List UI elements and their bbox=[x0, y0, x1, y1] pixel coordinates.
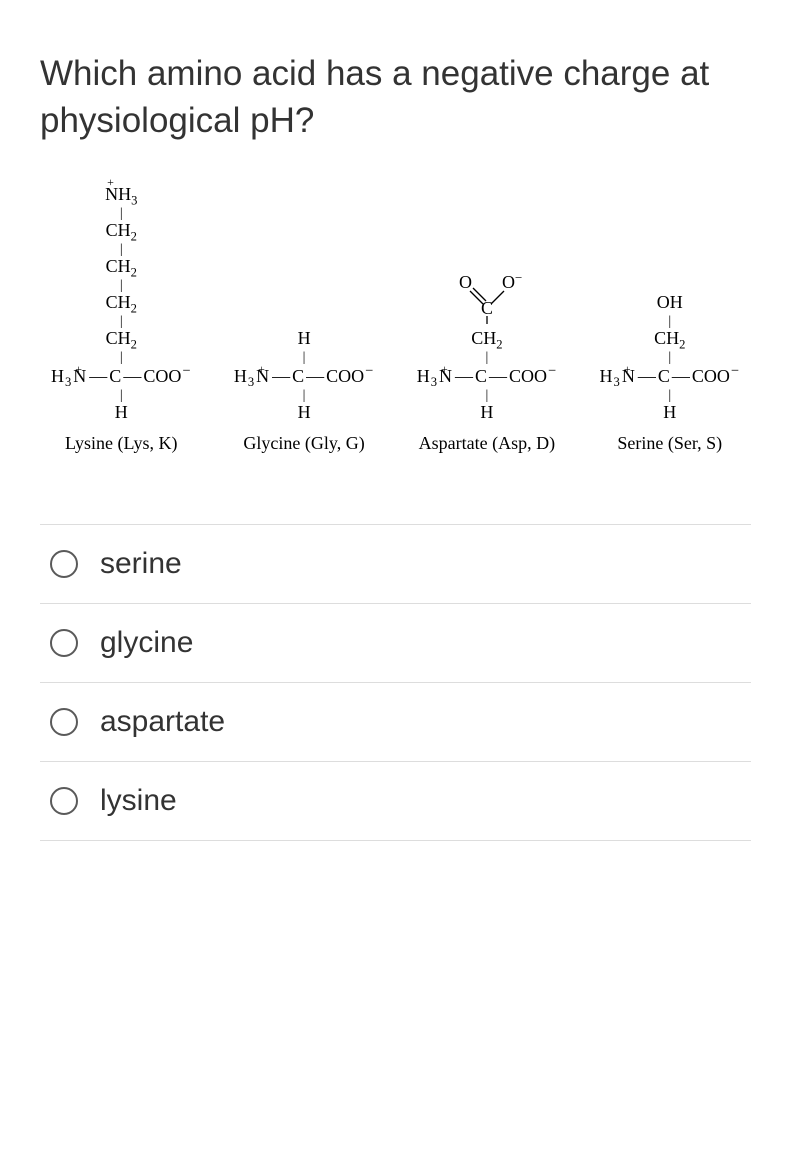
option-glycine[interactable]: glycine bbox=[40, 604, 751, 683]
options-list: serine glycine aspartate lysine bbox=[40, 524, 751, 841]
option-lysine[interactable]: lysine bbox=[40, 762, 751, 841]
glycine-below: | H bbox=[298, 389, 311, 425]
aspartate-below: | H bbox=[480, 389, 493, 425]
glycine-label: Glycine (Gly, G) bbox=[243, 433, 364, 454]
radio-icon bbox=[50, 787, 78, 815]
structure-aspartate: O O − C CH2 | H3+N—C—COO− | H Aspartate … bbox=[416, 274, 558, 454]
serine-sidechain: OH | CH2 | bbox=[654, 293, 685, 365]
aspartate-backbone: H3+N—C—COO− bbox=[416, 365, 558, 387]
question-text: Which amino acid has a negative charge a… bbox=[40, 50, 751, 145]
serine-label: Serine (Ser, S) bbox=[617, 433, 722, 454]
glycine-backbone: H3+N—C—COO− bbox=[233, 365, 375, 387]
glycine-sidechain: H | bbox=[298, 329, 311, 365]
lysine-below: | H bbox=[115, 389, 128, 425]
option-serine[interactable]: serine bbox=[40, 525, 751, 604]
serine-backbone: H3+N—C—COO− bbox=[599, 365, 741, 387]
lysine-label: Lysine (Lys, K) bbox=[65, 433, 178, 454]
option-aspartate[interactable]: aspartate bbox=[40, 683, 751, 762]
structures-panel: +NH3 | CH2 | CH2 | CH2 | CH2 | H3+N—C—CO… bbox=[40, 185, 751, 454]
structure-glycine: H | H3+N—C—COO− | H Glycine (Gly, G) bbox=[233, 329, 375, 454]
aspartate-sidechain: CH2 | bbox=[471, 329, 502, 365]
option-label: glycine bbox=[100, 626, 193, 660]
option-label: lysine bbox=[100, 784, 177, 818]
radio-icon bbox=[50, 708, 78, 736]
serine-below: | H bbox=[663, 389, 676, 425]
option-label: serine bbox=[100, 547, 182, 581]
structure-serine: OH | CH2 | H3+N—C—COO− | H Serine (Ser, … bbox=[599, 293, 741, 454]
lysine-backbone: H3+N—C—COO− bbox=[50, 365, 192, 387]
aspartate-label: Aspartate (Asp, D) bbox=[419, 433, 555, 454]
lysine-sidechain: +NH3 | CH2 | CH2 | CH2 | CH2 | bbox=[105, 185, 137, 365]
aspartate-carboxyl-svg: O O − C bbox=[447, 274, 527, 329]
structure-lysine: +NH3 | CH2 | CH2 | CH2 | CH2 | H3+N—C—CO… bbox=[50, 185, 192, 454]
radio-icon bbox=[50, 629, 78, 657]
svg-text:−: − bbox=[515, 274, 522, 285]
option-label: aspartate bbox=[100, 705, 225, 739]
svg-text:C: C bbox=[481, 298, 493, 318]
svg-text:O: O bbox=[502, 274, 515, 292]
radio-icon bbox=[50, 550, 78, 578]
svg-text:O: O bbox=[459, 274, 472, 292]
